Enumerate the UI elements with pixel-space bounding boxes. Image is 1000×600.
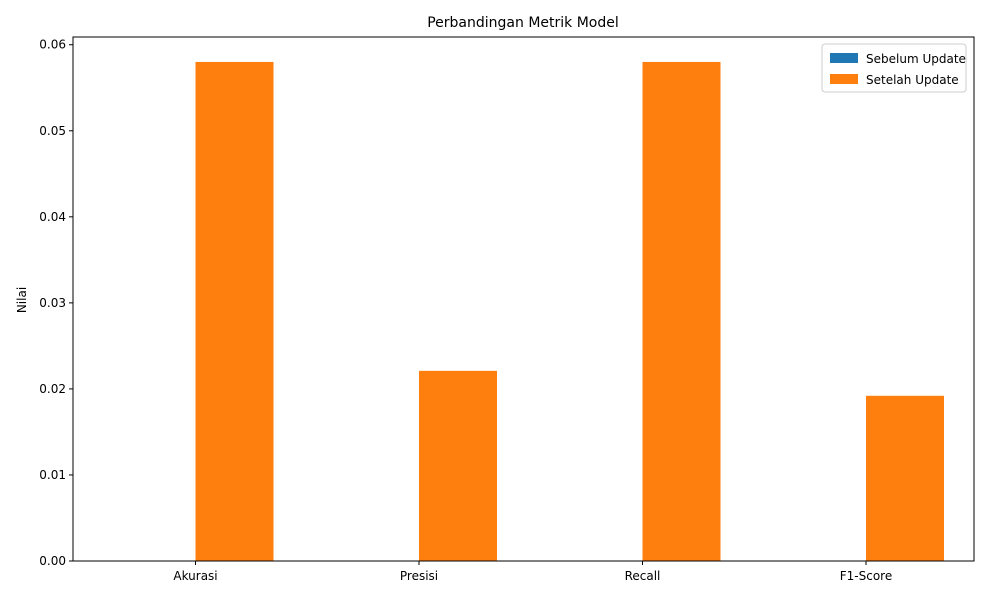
bar-setelah-akurasi [195, 61, 274, 561]
bar-setelah-presisi [419, 370, 497, 561]
legend: Sebelum Update Setelah Update [821, 43, 967, 93]
y-tick-label: 0.00 [39, 554, 66, 568]
y-tick-label: 0.04 [39, 210, 66, 224]
legend-swatch [830, 53, 858, 63]
x-tick-label: Presisi [400, 569, 438, 583]
y-tick-label: 0.05 [39, 124, 66, 138]
y-axis-label: Nilai [15, 287, 29, 313]
legend-swatch [830, 74, 858, 84]
legend-label: Sebelum Update [866, 52, 966, 66]
x-axis-ticks: Akurasi Presisi Recall F1-Score [173, 561, 892, 583]
bars-group [195, 61, 944, 561]
x-tick-label: F1-Score [840, 569, 892, 583]
y-tick-label: 0.01 [39, 468, 66, 482]
y-tick-label: 0.06 [39, 38, 66, 52]
y-tick-label: 0.02 [39, 382, 66, 396]
y-axis-ticks: 0.00 0.01 0.02 0.03 0.04 0.05 0.06 [39, 38, 73, 568]
plot-area-frame [72, 36, 975, 562]
chart-title: Perbandingan Metrik Model [427, 15, 619, 31]
y-tick-label: 0.03 [39, 296, 66, 310]
legend-label: Setelah Update [866, 73, 959, 87]
bar-setelah-recall [642, 61, 721, 561]
bar-setelah-f1-score [866, 395, 944, 561]
x-tick-label: Recall [625, 569, 661, 583]
x-tick-label: Akurasi [173, 569, 217, 583]
